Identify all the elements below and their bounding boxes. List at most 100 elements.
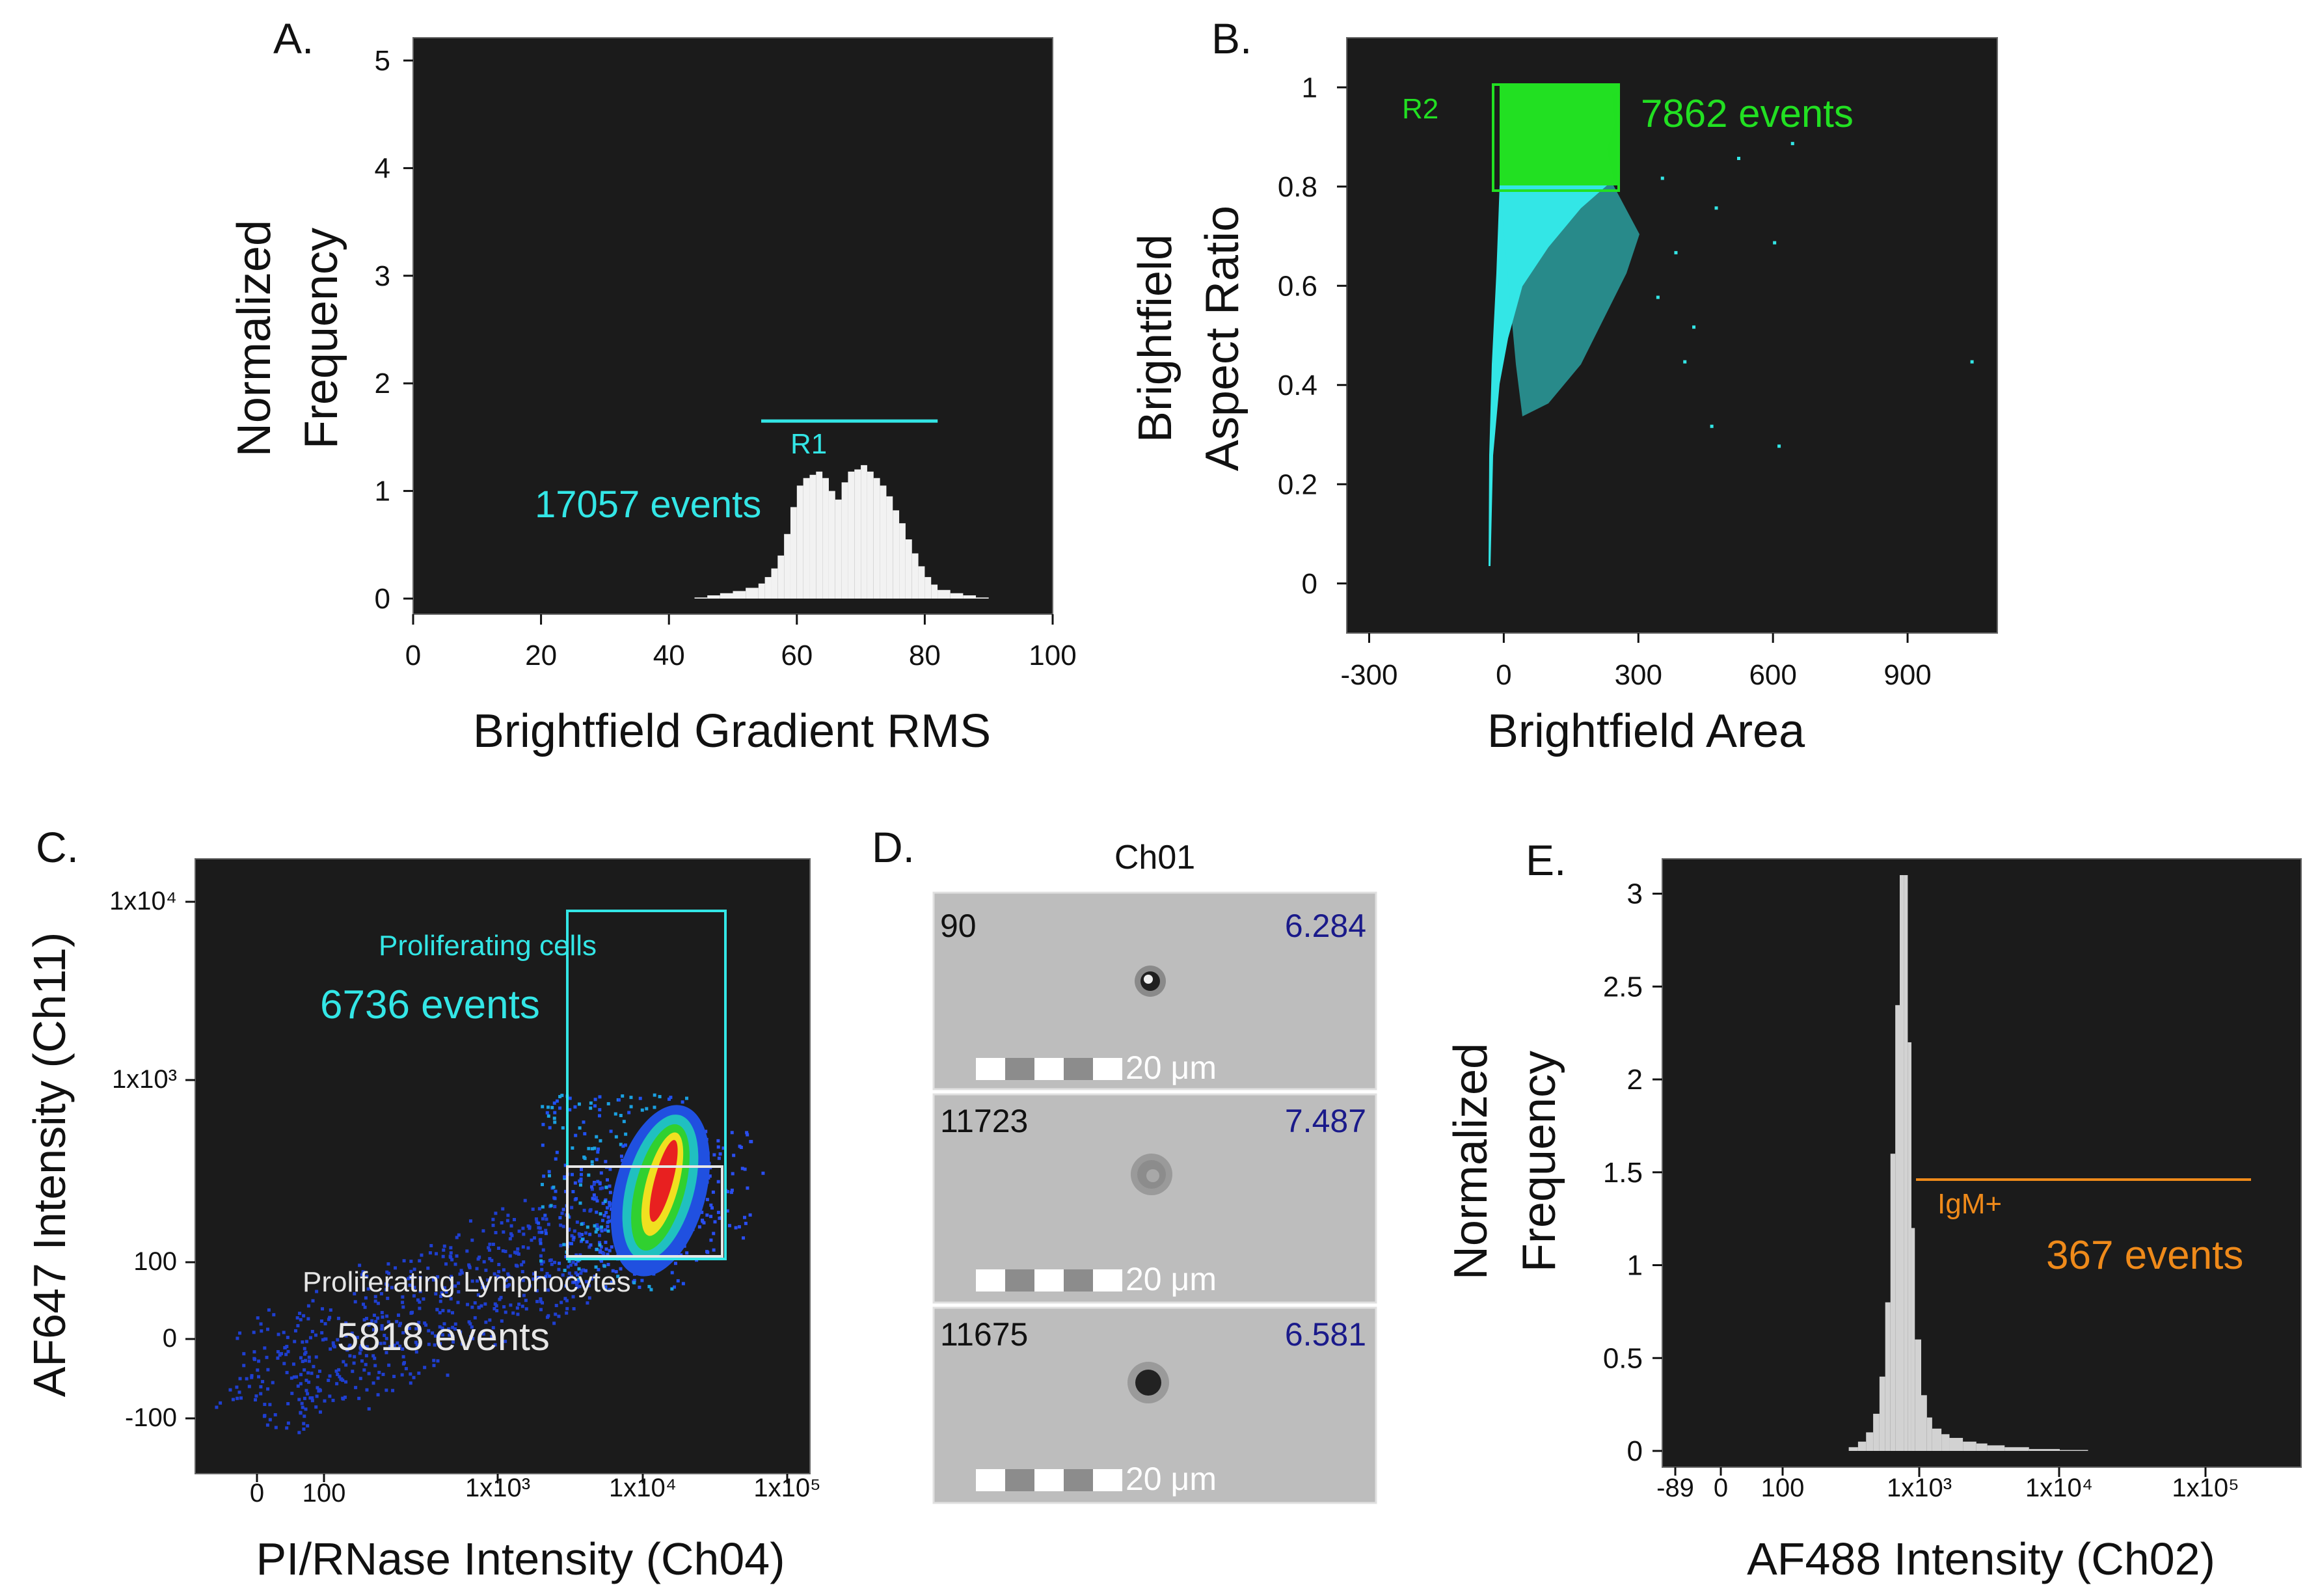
scatter-point xyxy=(500,1319,504,1323)
panel-a-y-ticks: 0 1 2 3 4 5 xyxy=(375,45,413,615)
scatter-point xyxy=(761,1171,765,1175)
panel-d-scale-bar-3 xyxy=(976,1469,1122,1491)
scatter-point xyxy=(577,1232,581,1236)
scatter-point xyxy=(457,1233,461,1237)
scatter-point xyxy=(353,1355,357,1359)
scatter-point xyxy=(492,1306,496,1310)
scatter-point xyxy=(236,1396,239,1400)
scatter-point xyxy=(497,1262,501,1266)
scatter-point xyxy=(409,1275,412,1278)
scatter-point xyxy=(450,1258,454,1262)
scatter-point xyxy=(361,1270,365,1274)
scatter-point xyxy=(710,1206,714,1210)
scatter-point xyxy=(526,1224,530,1228)
scatter-point xyxy=(286,1401,290,1405)
scatter-point xyxy=(295,1375,299,1379)
scatter-point xyxy=(553,1120,557,1124)
scatter-point xyxy=(561,1126,565,1130)
scatter-point xyxy=(354,1386,358,1390)
scatter-point xyxy=(380,1324,384,1328)
scatter-point xyxy=(473,1301,477,1305)
scatter-point xyxy=(332,1344,336,1347)
scatter-point xyxy=(215,1405,219,1409)
scatter-point xyxy=(469,1334,473,1338)
scatter-point xyxy=(541,1260,545,1264)
scatter-point xyxy=(455,1236,459,1239)
scatter-point xyxy=(417,1321,421,1325)
scatter-point xyxy=(475,1267,479,1271)
scatter-point xyxy=(568,1096,572,1100)
x-tick-label: 20 xyxy=(525,640,557,671)
scatter-point xyxy=(574,1253,578,1257)
panel-a-histogram xyxy=(694,465,989,599)
scatter-point xyxy=(398,1344,402,1348)
scatter-point xyxy=(409,1372,412,1376)
scatter-point xyxy=(590,1160,594,1164)
scatter-point xyxy=(1660,176,1664,180)
scatter-point xyxy=(315,1394,319,1398)
scatter-point xyxy=(443,1286,447,1290)
scatter-point xyxy=(412,1375,416,1379)
scatter-point xyxy=(263,1346,267,1350)
scatter-point xyxy=(1674,250,1678,254)
scatter-point xyxy=(439,1295,443,1299)
scatter-point xyxy=(486,1278,490,1282)
scatter-point xyxy=(587,1173,591,1177)
scatter-point xyxy=(497,1270,501,1274)
scatter-point xyxy=(314,1405,318,1409)
scatter-point xyxy=(310,1396,314,1400)
scatter-point xyxy=(553,1260,557,1264)
scatter-point xyxy=(577,1102,581,1106)
scatter-point xyxy=(542,1174,546,1178)
scatter-point xyxy=(539,1297,543,1301)
panel-c-gate-proliferating-lymphocytes[interactable] xyxy=(566,1165,723,1258)
scatter-point xyxy=(574,1133,578,1137)
scatter-point xyxy=(506,1213,510,1217)
scatter-point xyxy=(745,1131,749,1135)
histogram-bar xyxy=(1911,1228,1915,1451)
scatter-point xyxy=(301,1340,304,1344)
scatter-point xyxy=(447,1309,451,1313)
scatter-point xyxy=(607,1219,611,1223)
scatter-point xyxy=(293,1329,297,1332)
panel-e-y-ticks: 0 0.5 1 1.5 2 2.5 3 xyxy=(1603,878,1662,1467)
y-tick-label: 1 xyxy=(1302,72,1317,103)
panel-c-gate-proliferating-cells[interactable] xyxy=(566,910,727,1260)
scatter-point xyxy=(746,1186,749,1190)
scatter-point xyxy=(447,1327,451,1331)
scatter-point xyxy=(537,1207,541,1211)
scatter-point xyxy=(567,1259,571,1263)
scatter-point xyxy=(520,1269,524,1273)
scatter-point xyxy=(387,1363,391,1367)
scatter-point xyxy=(348,1344,352,1347)
scatter-point xyxy=(681,1100,684,1104)
scatter-point xyxy=(301,1405,304,1409)
scatter-point xyxy=(738,1144,742,1148)
y-tick-label: 0.8 xyxy=(1278,171,1317,203)
histogram-bar xyxy=(1866,1432,1874,1451)
scatter-point xyxy=(238,1377,242,1381)
scatter-point xyxy=(545,1272,549,1276)
scatter-point xyxy=(521,1245,525,1249)
scatter-point xyxy=(360,1273,364,1277)
scatter-point xyxy=(228,1388,232,1392)
panel-b-gate-r2[interactable] xyxy=(1492,83,1620,192)
scatter-point xyxy=(453,1327,457,1331)
scatter-point xyxy=(438,1342,442,1346)
panel-d-scale-label-1: 20 μm xyxy=(1126,1049,1217,1086)
scatter-point xyxy=(310,1372,314,1375)
panel-c: C. Proliferating cells 6736 events Proli… xyxy=(24,823,821,1584)
scatter-point xyxy=(614,1112,617,1116)
scatter-point xyxy=(441,1254,445,1258)
scatter-point xyxy=(301,1359,304,1363)
scatter-point xyxy=(744,1221,748,1225)
scatter-point xyxy=(283,1346,287,1349)
scatter-point xyxy=(629,1105,633,1109)
scatter-point xyxy=(372,1314,376,1318)
scatter-point xyxy=(1692,325,1696,329)
scatter-point xyxy=(725,1209,729,1213)
scatter-point xyxy=(600,1186,604,1190)
scatter-point xyxy=(576,1279,580,1283)
scatter-point xyxy=(605,1178,609,1182)
histogram-bar xyxy=(707,595,720,599)
